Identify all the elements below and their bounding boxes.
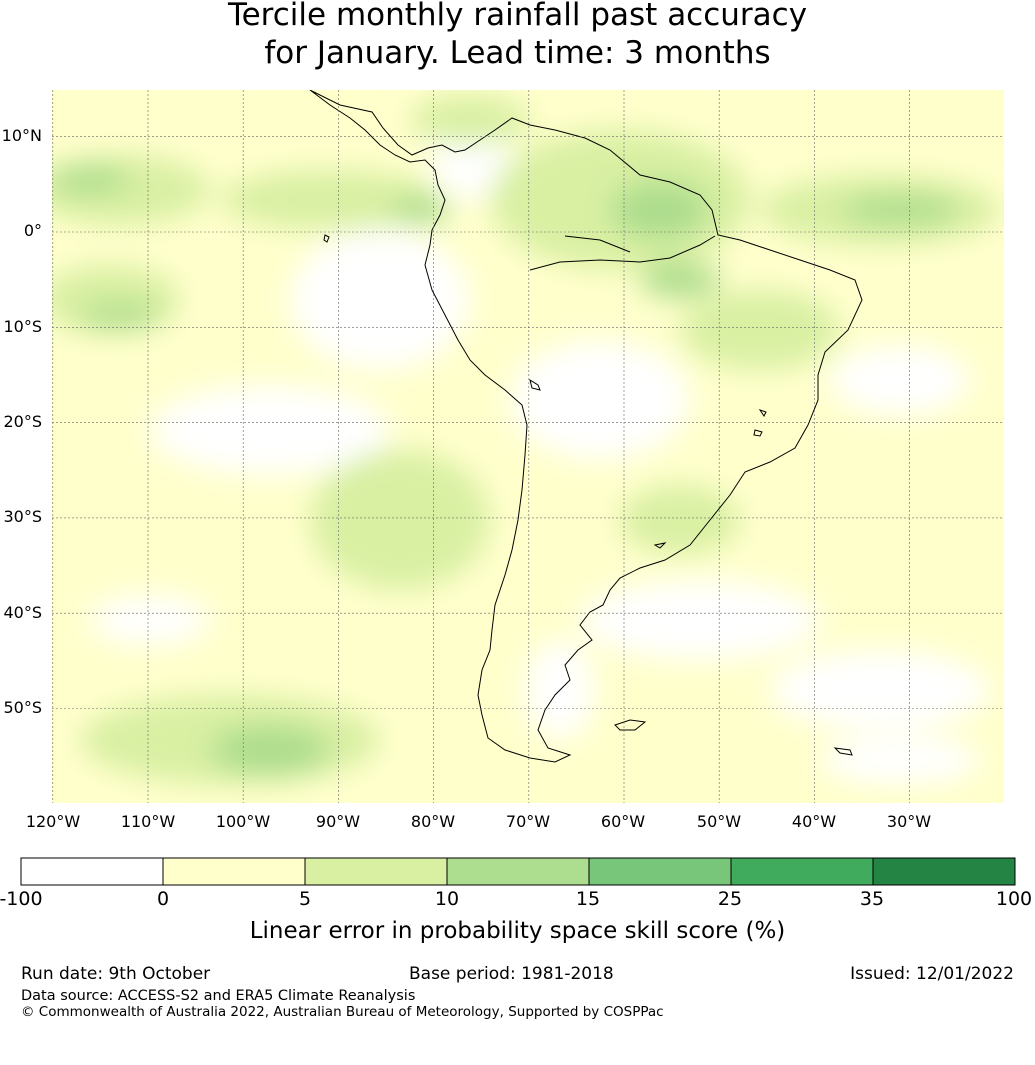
colorbar-tick-100: 100 [995, 888, 1033, 910]
issued-date: Issued: 12/01/2022 [850, 964, 1014, 984]
lon-label-110w: 110°W [120, 812, 176, 831]
galapagos-islands [323, 234, 330, 243]
colorbar-segment [446, 857, 590, 886]
colorbar-segment [588, 857, 732, 886]
river-tributary [564, 235, 631, 253]
colorbar-tick-15: 15 [575, 888, 601, 910]
colorbar-segment [872, 857, 1016, 886]
base-period: Base period: 1981-2018 [409, 964, 614, 984]
lon-label-80w: 80°W [410, 812, 456, 831]
skill-field [52, 95, 1000, 785]
lon-label-30w: 30°W [886, 812, 932, 831]
colorbar-segment [162, 857, 306, 886]
lon-label-40w: 40°W [791, 812, 837, 831]
lagoon [653, 542, 667, 549]
reservoir [758, 409, 767, 417]
south-america-coastline [309, 90, 863, 763]
south-georgia-island [833, 747, 853, 756]
lon-label-50w: 50°W [696, 812, 742, 831]
map-plot-area [52, 90, 1004, 803]
title-line-1: Tercile monthly rainfall past accuracy [227, 0, 808, 33]
title-line-2: for January. Lead time: 3 months [264, 35, 771, 71]
falkland-islands [614, 719, 647, 731]
lat-label-50s: 50°S [3, 698, 42, 717]
lon-label-60w: 60°W [600, 812, 646, 831]
lon-label-120w: 120°W [25, 812, 81, 831]
lon-label-100w: 100°W [215, 812, 271, 831]
colorbar-label: Linear error in probability space skill … [249, 918, 786, 944]
colorbar-segment [730, 857, 874, 886]
lat-label-40s: 40°S [3, 603, 42, 622]
colorbar [20, 857, 1016, 886]
run-date: Run date: 9th October [21, 964, 211, 984]
lake-titicaca [529, 378, 541, 391]
lat-label-10s: 10°S [3, 317, 42, 336]
lon-label-90w: 90°W [315, 812, 361, 831]
data-source: Data source: ACCESS-S2 and ERA5 Climate … [21, 988, 416, 1004]
reservoir-2 [753, 429, 763, 437]
gridlines [52, 90, 1004, 803]
colorbar-tick-minus100: -100 [0, 888, 43, 910]
colorbar-tick-25: 25 [717, 888, 743, 910]
colorbar-tick-0: 0 [156, 888, 170, 910]
lat-label-20s: 20°S [3, 412, 42, 431]
lat-label-0: 0° [23, 221, 42, 240]
colorbar-tick-35: 35 [859, 888, 885, 910]
colorbar-tick-10: 10 [434, 888, 460, 910]
lon-label-70w: 70°W [505, 812, 551, 831]
amazon-river [529, 235, 716, 271]
copyright: © Commonwealth of Australia 2022, Austra… [21, 1004, 664, 1020]
lat-label-10n: 10°N [1, 126, 42, 145]
lat-label-30s: 30°S [3, 507, 42, 526]
colorbar-segment [20, 857, 164, 886]
colorbar-segment [304, 857, 448, 886]
colorbar-tick-5: 5 [298, 888, 312, 910]
